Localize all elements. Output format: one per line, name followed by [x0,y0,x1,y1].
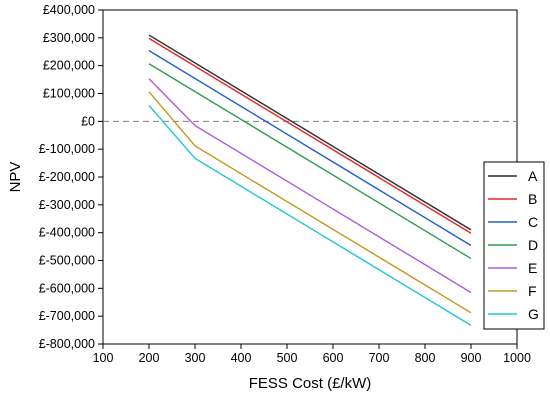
y-tick-label: £-800,000 [39,337,95,351]
y-axis-title: NPV [7,162,24,193]
x-tick-label: 600 [323,351,344,365]
y-tick-label: £-500,000 [39,254,95,268]
y-tick-label: £-100,000 [39,142,95,156]
series-line-f [148,91,472,314]
y-tick-label: £300,000 [43,31,95,45]
x-tick-label: 100 [93,351,114,365]
x-tick-label: 300 [185,351,206,365]
series-line-d [148,63,472,260]
x-tick-label: 500 [277,351,298,365]
y-axis: £400,000 £300,000 £200,000 £100,000 £0 £-100,… [39,3,103,351]
x-tick-label: 900 [461,351,482,365]
legend-label-d: D [528,237,538,253]
x-axis-title: FESS Cost (£/kW) [249,375,372,392]
legend-label-b: B [528,191,537,207]
y-tick-label: £-200,000 [39,170,95,184]
y-tick-label: £-400,000 [39,226,95,240]
y-tick-label: £200,000 [43,59,95,73]
x-tick-label: 400 [231,351,252,365]
legend-label-g: G [528,306,539,322]
series-line-c [148,50,472,247]
y-tick-label: £100,000 [43,87,95,101]
legend-label-c: C [528,214,538,230]
x-tick-label: 1000 [503,351,531,365]
y-tick-label: £-600,000 [39,281,95,295]
series-line-e [148,78,472,294]
series-line-b [148,37,472,234]
y-tick-label: £0 [81,114,95,128]
series-lines [148,34,472,326]
x-tick-label: 800 [415,351,436,365]
legend-label-a: A [528,168,538,184]
x-tick-label: 700 [369,351,390,365]
legend-label-f: F [528,283,537,299]
legend-label-e: E [528,260,537,276]
x-axis: 100 200 300 400 500 600 700 800 900 1000 [93,344,531,365]
y-tick-label: £400,000 [43,3,95,17]
series-line-a [148,34,472,231]
series-line-g [148,105,472,326]
y-tick-label: £-700,000 [39,309,95,323]
y-tick-label: £-300,000 [39,198,95,212]
x-tick-label: 200 [139,351,160,365]
